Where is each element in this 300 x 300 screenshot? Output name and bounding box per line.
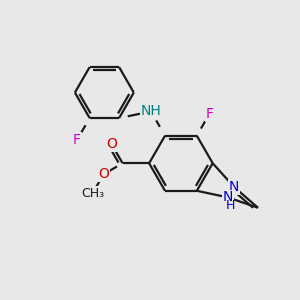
Text: CH₃: CH₃ — [81, 187, 104, 200]
Text: H: H — [226, 200, 235, 212]
Text: O: O — [98, 167, 109, 181]
Text: F: F — [205, 107, 213, 121]
Text: NH: NH — [141, 104, 161, 118]
Text: O: O — [106, 137, 117, 151]
Text: F: F — [73, 133, 81, 147]
Text: N: N — [223, 190, 233, 204]
Text: N: N — [229, 180, 239, 194]
